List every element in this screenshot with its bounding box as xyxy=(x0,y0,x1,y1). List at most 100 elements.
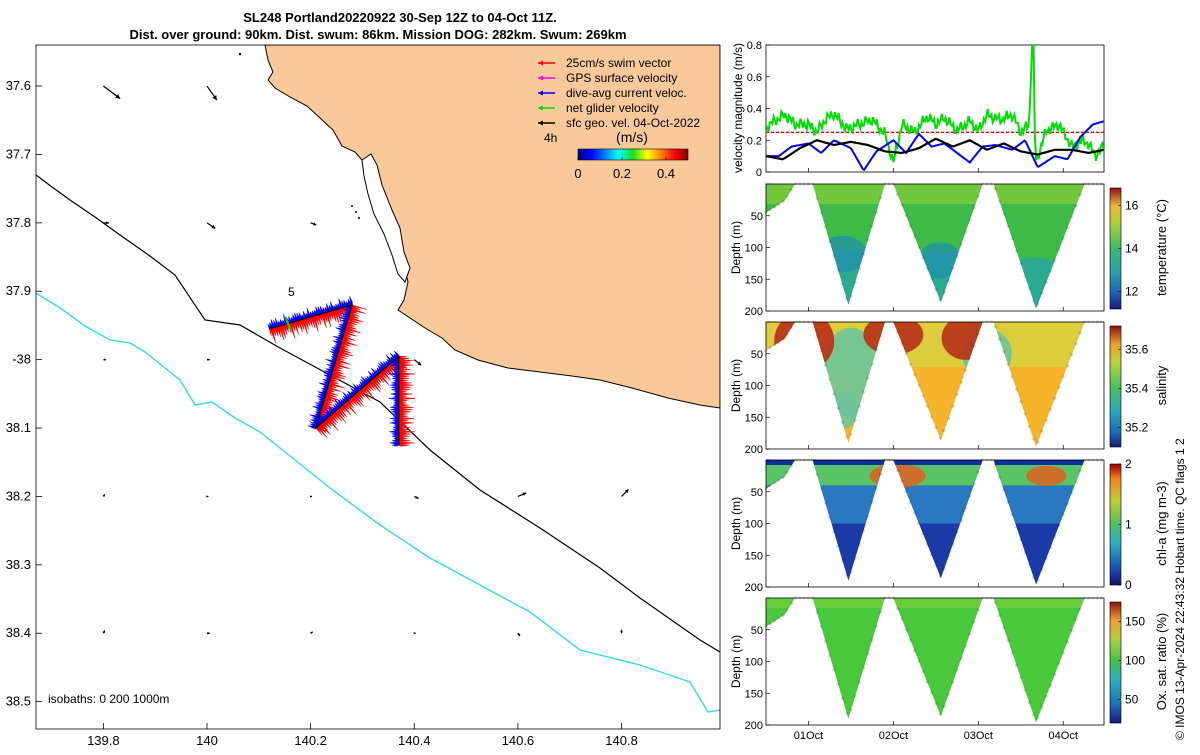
geo-vector-head xyxy=(207,358,210,361)
section-colorbar xyxy=(1109,601,1122,724)
section-y-tick-label: 200 xyxy=(745,444,763,456)
velocity-y-tick-label: 0.8 xyxy=(747,40,762,52)
section-colorbar-label: 50 xyxy=(1125,693,1139,707)
velocity-axes: 0 0.2 0.4 0.6 0.8 xyxy=(747,40,1064,179)
velocity-series-line xyxy=(766,120,1104,172)
section-y-tick-label: 50 xyxy=(751,487,763,499)
map-y-tick-label: 37.8 xyxy=(6,215,31,230)
section-panel-salinity: 50 100 150 200 Depth (m) 35.2 35.4 35.6 salinity xyxy=(729,320,1169,456)
geo-vector-head xyxy=(310,631,313,635)
map-y-tick-label: 38.3 xyxy=(6,557,31,572)
net-velocity-mark xyxy=(284,316,293,332)
map-y-tick-label: 38.5 xyxy=(6,694,31,709)
velocity-y-tick-label: 0.6 xyxy=(747,72,762,84)
map-y-tick-label: 37.7 xyxy=(6,146,31,161)
map-axes: 139.8 140 140.2 140.4 140.6 140.8 37.6 37.7 37.8… xyxy=(6,78,638,748)
map-island xyxy=(361,153,411,283)
geo-vector-head xyxy=(517,633,521,637)
colorbar-tick-label: 0.2 xyxy=(613,166,631,181)
geo-vector-head xyxy=(102,494,105,497)
section-colorbar xyxy=(1109,325,1122,448)
track-fringe xyxy=(267,296,353,330)
section-surface-layer xyxy=(766,598,1104,608)
velocity-y-tick-label: 0 xyxy=(756,167,762,179)
glider-track xyxy=(269,303,400,446)
section-colorbar-label: 150 xyxy=(1125,615,1145,629)
section-clabel: temperature (°C) xyxy=(1154,199,1169,296)
track-fringe xyxy=(315,355,408,439)
section-y-tick-label: 100 xyxy=(745,519,763,531)
section-profile-dots xyxy=(764,458,1104,582)
velocity-panel: 0 0.2 0.4 0.6 0.8 velocity magnitude (m/s) xyxy=(731,40,1105,179)
map-frame xyxy=(35,44,721,730)
legend-arrow-head xyxy=(538,75,543,81)
section-colorbar-label: 2 xyxy=(1125,457,1132,471)
section-colorbar-label: 12 xyxy=(1125,285,1139,299)
section-colorbar-label: 35.2 xyxy=(1125,420,1149,434)
section-colorbar-label: 16 xyxy=(1125,198,1139,212)
section-x-tick-label: 04Oct xyxy=(1049,730,1078,742)
legend-label: sfc geo. vel. 04-Oct-2022 xyxy=(566,116,700,130)
geo-vector-head xyxy=(522,492,527,496)
section-bloom-patch xyxy=(1026,465,1067,486)
map-y-tick-label: 38.1 xyxy=(6,420,31,435)
velocity-y-tick-label: 0.4 xyxy=(747,104,762,116)
section-colorbar-label: 35.6 xyxy=(1125,342,1149,356)
annotation-4h: 4h xyxy=(544,131,557,145)
section-y-tick-label: 50 xyxy=(751,349,763,361)
geo-vector-head xyxy=(103,358,107,361)
section-panel-chl-a: 50 100 150 200 Depth (m) 0 1 2 chl-a (mg m-3) xyxy=(729,457,1169,594)
legend-label: net glider velocity xyxy=(566,101,659,115)
track-fringe xyxy=(398,355,416,447)
map-y-tick-label: 37.6 xyxy=(6,78,31,93)
section-ylabel: Depth (m) xyxy=(729,635,743,688)
section-y-tick-label: 100 xyxy=(745,381,763,393)
legend-label: GPS surface velocity xyxy=(566,71,677,85)
isobaths-label: isobaths: 0 200 1000m xyxy=(48,692,169,706)
isobath-200m xyxy=(36,174,720,653)
section-y-tick-label: 50 xyxy=(751,211,763,223)
geo-vector-head xyxy=(211,224,216,229)
map-colorbar-ticks: 0 0.2 0.4 xyxy=(574,157,675,181)
coast-dots xyxy=(238,52,360,219)
section-y-tick-label: 150 xyxy=(745,274,763,286)
geo-vector-head xyxy=(212,95,217,101)
map-x-tick-label: 140 xyxy=(196,733,218,748)
section-ylabel: Depth (m) xyxy=(729,497,743,550)
section-clabel: salinity xyxy=(1154,365,1169,405)
colorbar-title: (m/s) xyxy=(616,129,648,145)
track-fringe xyxy=(307,302,353,429)
legend-label: 25cm/s swim vector xyxy=(566,56,671,70)
section-y-tick-label: 200 xyxy=(745,582,763,594)
section-y-tick-label: 150 xyxy=(745,688,763,700)
track-fringe xyxy=(309,350,400,429)
section-clabel: Ox. sat. ratio (%) xyxy=(1154,613,1169,711)
section-y-tick-label: 150 xyxy=(745,550,763,562)
legend-arrow-head xyxy=(538,60,543,66)
section-profile-dots xyxy=(764,596,1104,720)
geo-vector-head xyxy=(624,489,629,494)
geo-vector-head xyxy=(206,495,209,498)
map-x-tick-label: 140.8 xyxy=(605,733,638,748)
section-colorbar-label: 1 xyxy=(1125,518,1132,532)
section-y-tick-label: 150 xyxy=(745,412,763,424)
geo-vector-head xyxy=(313,222,317,226)
section-y-tick-label: 200 xyxy=(745,720,763,732)
velocity-series-line xyxy=(766,137,1104,161)
section-colorbar-label: 14 xyxy=(1125,242,1139,256)
glider-track-group xyxy=(267,296,416,447)
section-colorbar-label: 35.4 xyxy=(1125,381,1149,395)
track-fringe xyxy=(268,304,355,343)
title-line-1: SL248 Portland20220922 30-Sep 12Z to 04-… xyxy=(243,10,557,25)
map-y-tick-label: 38.4 xyxy=(6,625,31,640)
velocity-frame xyxy=(765,44,1105,173)
map-x-tick-label: 139.8 xyxy=(87,733,120,748)
velocity-y-tick-label: 0.2 xyxy=(747,135,762,147)
legend-arrow-head xyxy=(538,105,543,111)
track-fringe xyxy=(388,355,399,447)
map-colorbar xyxy=(577,148,689,161)
